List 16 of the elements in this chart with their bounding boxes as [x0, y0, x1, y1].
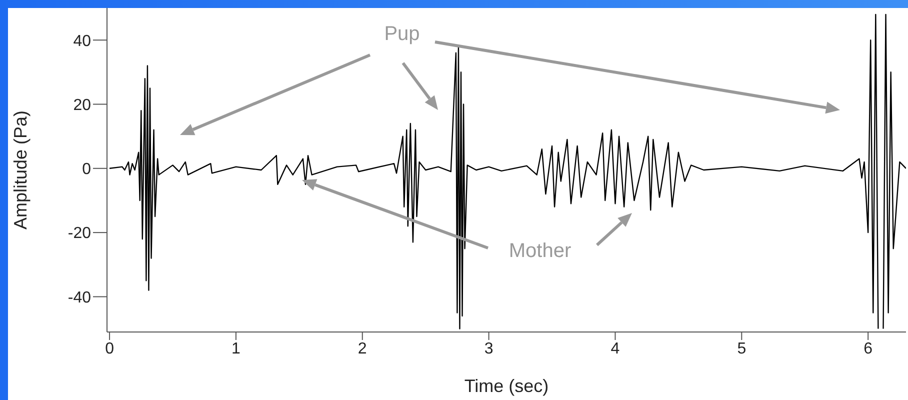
y-tick-label: -40 — [68, 289, 92, 306]
y-tick-label: 20 — [73, 96, 92, 114]
y-tick-label: 0 — [82, 161, 92, 178]
annotation: Mother — [508, 240, 572, 262]
y-tick-label: -20 — [68, 225, 92, 242]
x-tick-label: 6 — [864, 340, 873, 358]
x-tick-label: 3 — [484, 340, 494, 358]
x-tick-label: 2 — [358, 340, 367, 358]
x-tick-label: 1 — [232, 340, 240, 358]
x-axis-title: Time (sec) — [464, 376, 549, 396]
y-tick-label: 40 — [73, 32, 92, 50]
y-axis-title: Amplitude (Pa) — [10, 110, 30, 230]
x-tick-label: 4 — [610, 340, 620, 358]
x-tick-label: 5 — [737, 340, 746, 358]
annotation: Pup — [384, 23, 420, 45]
x-tick-label: 0 — [105, 340, 114, 358]
